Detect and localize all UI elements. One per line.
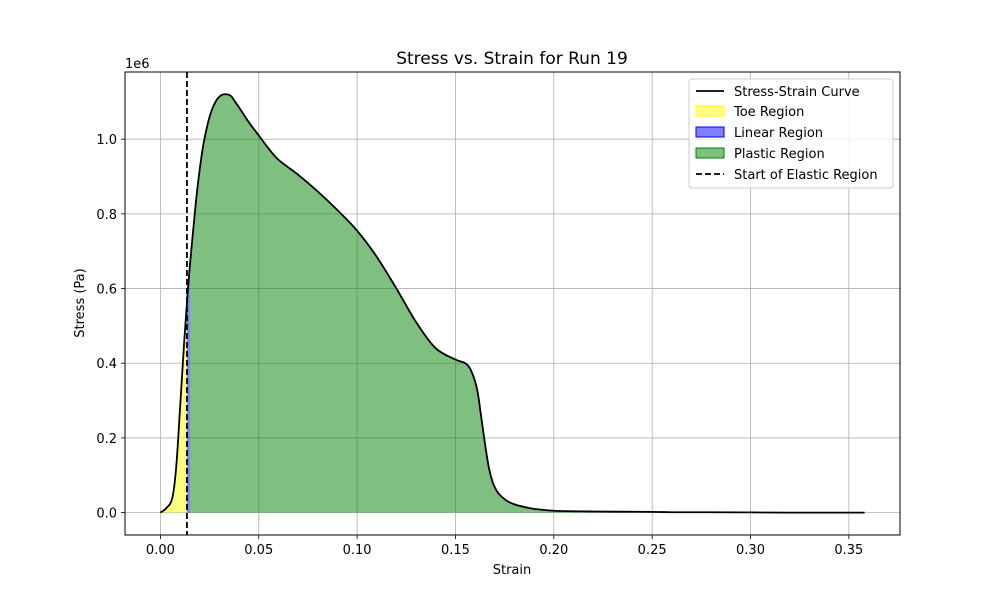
x-tick-label: 0.25 (638, 543, 667, 558)
legend-linear-swatch (695, 126, 725, 138)
legend-plastic-swatch (695, 147, 725, 159)
chart-title: Stress vs. Strain for Run 19 (396, 49, 628, 69)
legend-toe-swatch (695, 105, 725, 117)
y-tick-label: 0.4 (96, 357, 117, 372)
legend-label-toe: Toe Region (733, 105, 804, 120)
legend: Stress-Strain Curve Toe Region Linear Re… (688, 78, 894, 189)
stress-strain-curve (159, 93, 865, 514)
y-tick-label: 0.0 (96, 507, 117, 522)
x-tick-label: 0.20 (539, 543, 568, 558)
y-tick-label: 0.2 (96, 432, 117, 447)
legend-label-linear: Linear Region (734, 126, 823, 141)
ticks: 0.00 0.05 0.10 0.15 0.20 0.25 0.30 0.35 0.0 0.2 0.… (96, 133, 863, 558)
y-axis-label: Stress (Pa) (73, 268, 88, 337)
x-axis-label: Strain (493, 563, 532, 578)
plastic-region-fill (189, 94, 865, 513)
legend-label-elastic: Start of Elastic Region (734, 168, 878, 183)
toe-region-fill (160, 302, 187, 513)
legend-label-curve: Stress-Strain Curve (734, 85, 860, 100)
x-tick-label: 0.00 (146, 543, 175, 558)
x-tick-label: 0.05 (244, 543, 273, 558)
x-tick-label: 0.15 (441, 543, 470, 558)
legend-label-plastic: Plastic Region (734, 147, 825, 162)
legend-box (688, 78, 894, 189)
plot-frame (124, 71, 901, 536)
x-tick-label: 0.30 (736, 543, 765, 558)
y-tick-label: 1.0 (96, 133, 117, 148)
y-tick-label: 0.6 (96, 283, 117, 298)
y-tick-label: 0.8 (96, 208, 117, 223)
curve-layer (159, 72, 865, 535)
x-tick-label: 0.35 (834, 543, 863, 558)
y-offset-text: 1e6 (125, 57, 150, 72)
x-tick-label: 0.10 (343, 543, 372, 558)
